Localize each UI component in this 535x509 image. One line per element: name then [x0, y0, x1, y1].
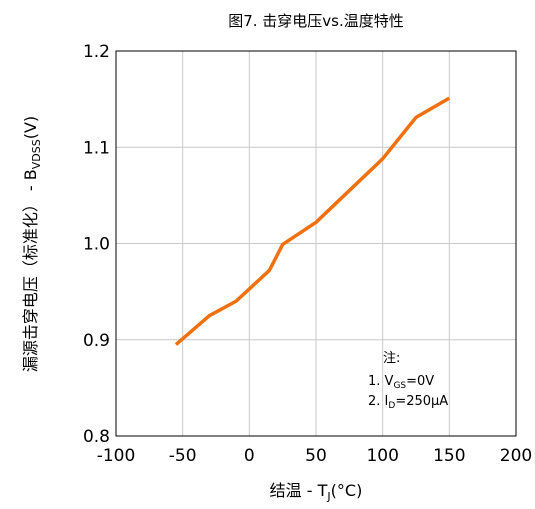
note-line-1-prefix: 1. V — [368, 374, 394, 389]
note-line-2-subscript: D — [388, 401, 395, 411]
note-line-2-prefix: 2. I — [368, 394, 388, 409]
x-tick-label: 0 — [244, 446, 255, 466]
chart-title: 图7. 击穿电压vs.温度特性 — [228, 12, 404, 30]
note-line-2: 2. ID=250μA — [368, 394, 448, 411]
x-axis-label-unit: (°C) — [331, 481, 363, 500]
note-line-1-suffix: =0V — [406, 374, 434, 389]
note-title: 注: — [383, 351, 400, 366]
x-tick-label: -100 — [97, 446, 136, 466]
y-tick-label: 1.0 — [83, 235, 110, 255]
note-line-2-suffix: =250μA — [395, 394, 448, 409]
y-tick-label: 0.9 — [83, 331, 110, 351]
x-tick-label: 50 — [305, 446, 327, 466]
x-axis-label-main: 结温 - T — [270, 481, 328, 500]
x-tick-label: 100 — [366, 446, 398, 466]
x-tick-label: 150 — [433, 446, 465, 466]
x-tick-label: 200 — [500, 446, 532, 466]
y-axis-label-unit: (V) — [21, 116, 40, 139]
x-tick-label: -50 — [169, 446, 197, 466]
note-line-1-subscript: GS — [393, 381, 406, 391]
y-tick-label: 1.1 — [83, 138, 110, 158]
y-tick-label: 1.2 — [83, 42, 110, 62]
y-axis-label-main: 漏源击穿电压（标准化） - B — [21, 169, 40, 372]
x-axis-label: 结温 - TJ(°C) — [270, 481, 363, 503]
y-axis-label-subscript: VDSS — [30, 139, 43, 169]
y-tick-label: 0.8 — [83, 427, 110, 447]
